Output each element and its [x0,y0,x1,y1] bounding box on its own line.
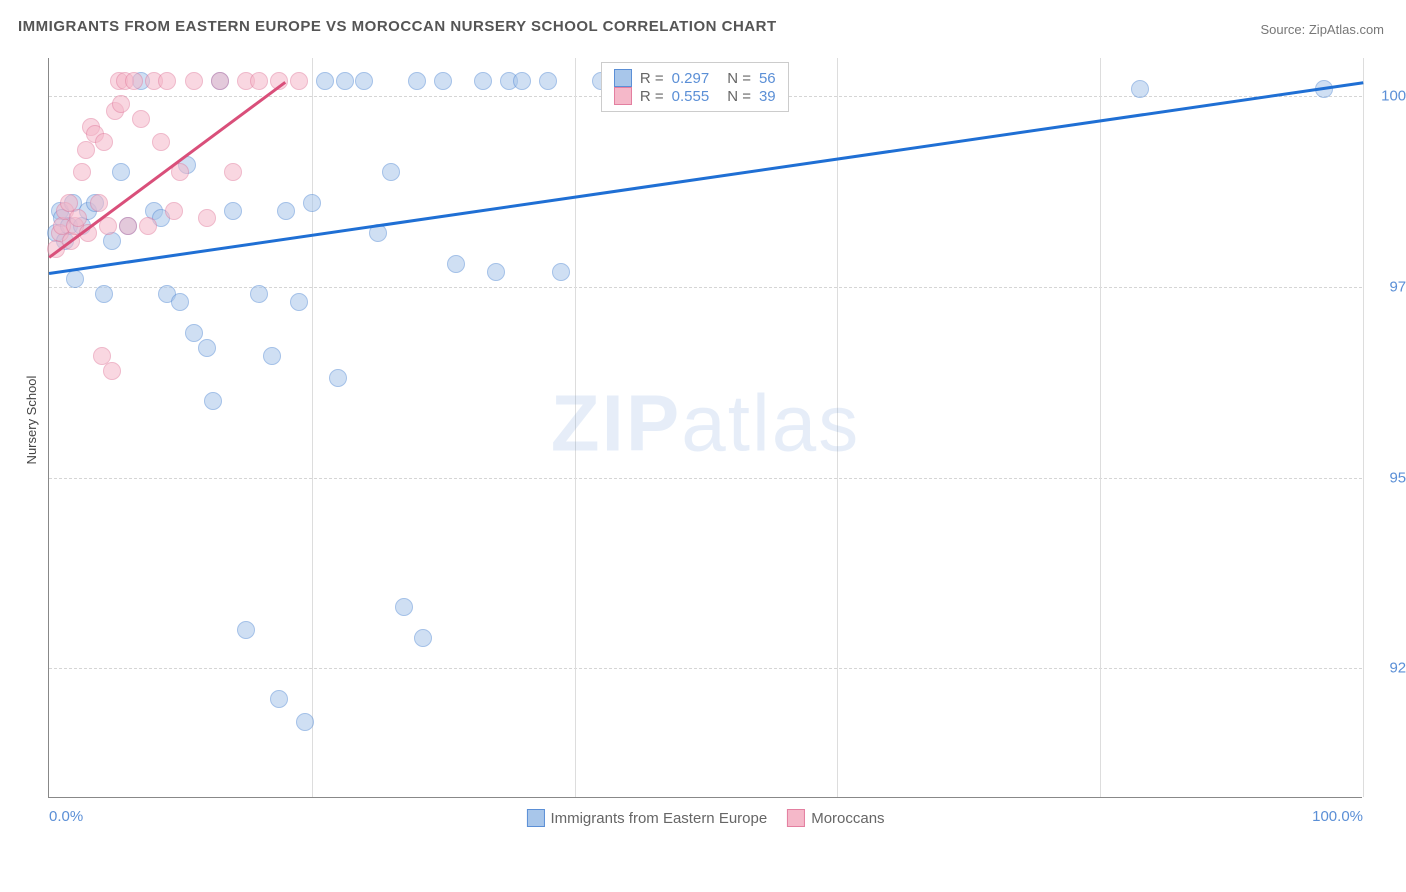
gridline-vertical [837,58,838,797]
y-tick-label: 92.5% [1372,660,1406,677]
scatter-point [152,133,170,151]
scatter-point [382,163,400,181]
scatter-point [263,347,281,365]
scatter-point [414,629,432,647]
scatter-point [224,202,242,220]
scatter-point [329,369,347,387]
chart-title: IMMIGRANTS FROM EASTERN EUROPE VS MOROCC… [18,18,777,35]
scatter-point [447,255,465,273]
scatter-point [73,163,91,181]
scatter-point [552,263,570,281]
gridline-horizontal [49,478,1362,479]
legend-n-label: N = [727,70,751,87]
scatter-point [336,72,354,90]
legend-swatch [526,809,544,827]
scatter-point [1131,80,1149,98]
scatter-point [434,72,452,90]
scatter-point [277,202,295,220]
legend-item-label: Moroccans [811,810,884,827]
watermark-bold: ZIP [551,378,681,467]
legend-n-value: 39 [759,88,776,105]
legend-correlation: R = 0.297 N = 56 R = 0.555 N = 39 [601,62,789,112]
scatter-point [125,72,143,90]
scatter-point [395,598,413,616]
scatter-point [539,72,557,90]
scatter-point [408,72,426,90]
legend-r-value: 0.297 [672,70,710,87]
scatter-point [204,392,222,410]
legend-item: Moroccans [787,809,884,827]
scatter-point [171,163,189,181]
scatter-point [95,133,113,151]
scatter-point [303,194,321,212]
scatter-point [112,95,130,113]
scatter-point [198,339,216,357]
scatter-point [185,72,203,90]
legend-item-label: Immigrants from Eastern Europe [550,810,767,827]
legend-row: R = 0.555 N = 39 [614,87,776,105]
scatter-point [237,621,255,639]
gridline-vertical [575,58,576,797]
legend-swatch [614,69,632,87]
scatter-point [103,362,121,380]
scatter-point [316,72,334,90]
scatter-point [171,293,189,311]
scatter-point [355,72,373,90]
x-tick-label: 0.0% [49,808,83,825]
plot-area: 92.5%95.0%97.5%100.0%0.0%100.0%ZIPatlasR… [48,58,1362,798]
scatter-point [185,324,203,342]
x-tick-label: 100.0% [1312,808,1363,825]
scatter-point [139,217,157,235]
scatter-point [77,141,95,159]
source-attribution: Source: ZipAtlas.com [1260,22,1384,37]
scatter-point [250,72,268,90]
scatter-point [290,72,308,90]
legend-n-label: N = [727,88,751,105]
watermark-light: atlas [681,378,860,467]
scatter-point [158,72,176,90]
y-axis-label: Nursery School [24,376,39,465]
legend-series: Immigrants from Eastern Europe Moroccans [526,809,884,827]
scatter-point [132,110,150,128]
scatter-point [487,263,505,281]
scatter-point [224,163,242,181]
watermark: ZIPatlas [551,377,860,469]
legend-r-label: R = [640,88,664,105]
legend-row: R = 0.297 N = 56 [614,69,776,87]
legend-item: Immigrants from Eastern Europe [526,809,767,827]
scatter-point [103,232,121,250]
gridline-horizontal [49,287,1362,288]
legend-r-value: 0.555 [672,88,710,105]
y-tick-label: 95.0% [1372,469,1406,486]
y-tick-label: 100.0% [1372,88,1406,105]
scatter-point [165,202,183,220]
gridline-vertical [1100,58,1101,797]
y-tick-label: 97.5% [1372,278,1406,295]
gridline-vertical [1363,58,1364,797]
scatter-point [198,209,216,227]
legend-swatch [787,809,805,827]
scatter-point [211,72,229,90]
legend-r-label: R = [640,70,664,87]
legend-n-value: 56 [759,70,776,87]
scatter-point [474,72,492,90]
scatter-point [250,285,268,303]
scatter-point [95,285,113,303]
scatter-point [513,72,531,90]
scatter-point [66,270,84,288]
gridline-horizontal [49,668,1362,669]
scatter-point [119,217,137,235]
scatter-point [270,690,288,708]
scatter-point [290,293,308,311]
scatter-point [90,194,108,212]
scatter-point [296,713,314,731]
gridline-vertical [312,58,313,797]
scatter-point [112,163,130,181]
legend-swatch [614,87,632,105]
